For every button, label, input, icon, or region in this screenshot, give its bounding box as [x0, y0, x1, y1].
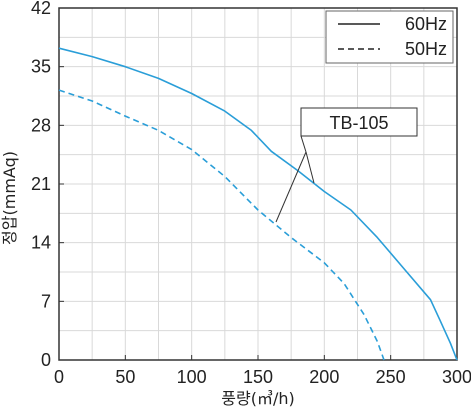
x-tick-label: 150 [243, 367, 273, 387]
y-tick-label: 42 [31, 0, 51, 18]
callout-leader-50hz [275, 151, 307, 223]
x-tick-label: 300 [442, 367, 471, 387]
x-tick-label: 100 [177, 367, 207, 387]
y-tick-label: 21 [31, 174, 51, 194]
legend-label-50hz: 50Hz [405, 39, 447, 59]
y-tick-label: 28 [31, 115, 51, 135]
legend: 60Hz 50Hz [325, 10, 454, 64]
callout-pointer [300, 135, 307, 153]
x-axis-title: 풍량(㎥/h) [221, 389, 294, 408]
x-tick-label: 50 [115, 367, 135, 387]
y-axis-title: 정압(mmAq) [0, 151, 19, 245]
y-tick-label: 35 [31, 57, 51, 77]
legend-box [325, 10, 454, 64]
legend-label-60hz: 60Hz [405, 14, 447, 34]
y-tick-label: 0 [41, 350, 51, 370]
series-line-50hz [58, 89, 385, 361]
callout-label: TB-105 [329, 113, 388, 133]
tick-labels: 0 50 100 150 200 250 300 0 7 14 21 28 35 42 [31, 0, 471, 387]
x-tick-label: 250 [376, 367, 406, 387]
callout-box [300, 107, 418, 137]
callout-leader-60hz [305, 151, 315, 184]
x-tick-label: 200 [309, 367, 339, 387]
model-callout: TB-105 [275, 107, 418, 223]
x-tick-label: 0 [54, 367, 64, 387]
y-tick-label: 14 [31, 233, 51, 253]
y-tick-label: 7 [41, 291, 51, 311]
